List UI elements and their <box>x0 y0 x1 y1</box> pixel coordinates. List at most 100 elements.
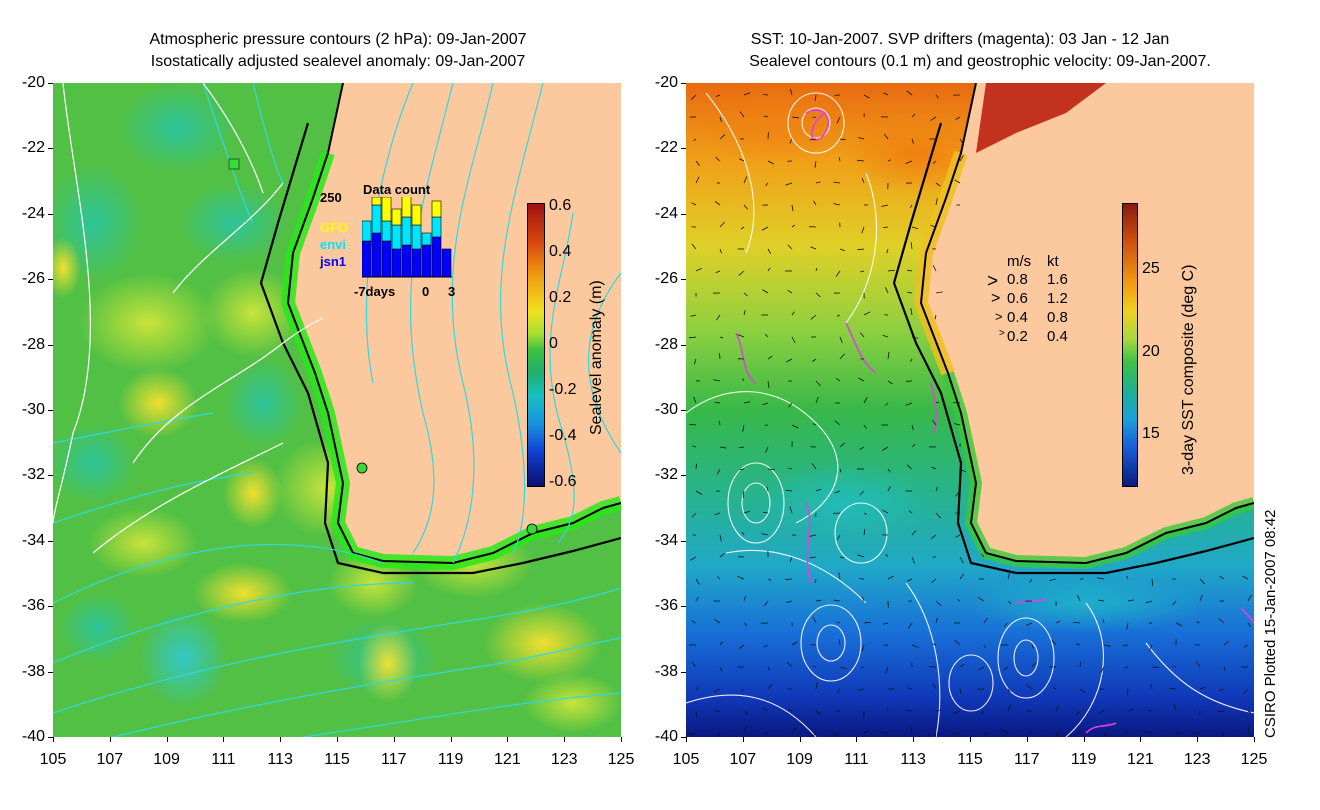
velocity-vector <box>883 92 889 96</box>
velocity-vector <box>905 160 913 164</box>
velocity-vector <box>1125 729 1129 734</box>
velocity-vector <box>785 182 793 186</box>
data-count-bar-jsn1 <box>421 244 432 278</box>
velocity-vector <box>1075 710 1081 716</box>
velocity-vector <box>761 226 769 231</box>
velocity-vector <box>863 621 871 624</box>
velocity-vector <box>863 730 869 734</box>
velocity-arrow-icon: > <box>991 290 1001 307</box>
velocity-vector <box>810 314 817 320</box>
velocity-vector <box>1126 575 1129 580</box>
right-lat-tick-mark <box>681 475 686 477</box>
right-lat-tick-label: -26 <box>654 270 678 288</box>
velocity-vector <box>743 595 747 602</box>
velocity-vector <box>1247 622 1252 628</box>
velocity-vector <box>905 709 913 712</box>
velocity-vector <box>983 617 988 624</box>
velocity-legend-ms-value: 0.2 <box>1007 328 1028 345</box>
velocity-vector <box>1026 684 1033 690</box>
velocity-vector <box>1123 666 1129 669</box>
velocity-vector <box>839 442 845 448</box>
velocity-vector <box>714 401 721 404</box>
velocity-vector <box>906 687 913 690</box>
velocity-vector <box>1127 708 1135 712</box>
data-count-bar-jsn1 <box>381 240 392 278</box>
velocity-vector <box>932 643 937 646</box>
velocity-vector <box>693 358 697 365</box>
right-colorbar-tick-label: 25 <box>1142 260 1160 277</box>
left-lon-tick-mark <box>280 737 282 742</box>
velocity-vector <box>689 424 697 426</box>
velocity-vector <box>738 270 745 276</box>
velocity-vector <box>1172 600 1177 606</box>
data-count-inset: Data count 250 GFO envi jsn1 -7days 0 3 <box>318 180 468 305</box>
velocity-vector <box>1098 710 1105 714</box>
right-sst-map[interactable] <box>686 83 1254 737</box>
left-lon-tick-mark <box>166 737 168 742</box>
velocity-vector <box>743 176 748 184</box>
right-coastal-warm-water <box>976 83 1106 153</box>
data-count-title: Data count <box>363 182 431 197</box>
right-lon-tick-label: 105 <box>672 751 700 768</box>
data-count-bar-envi <box>391 224 402 250</box>
velocity-vector <box>838 572 841 580</box>
velocity-vector <box>881 204 889 207</box>
velocity-vector <box>858 137 865 140</box>
velocity-vector <box>887 352 890 360</box>
right-lon-tick-label: 109 <box>786 751 813 768</box>
velocity-vector <box>715 94 721 97</box>
velocity-vector <box>812 116 817 118</box>
left-lon-tick-label: 109 <box>153 751 180 768</box>
velocity-vector <box>691 243 697 250</box>
velocity-vector <box>719 336 724 339</box>
right-lat-tick-label: -40 <box>654 728 678 745</box>
velocity-vector <box>767 666 771 672</box>
velocity-vector <box>765 182 769 187</box>
right-shelf-edge-contour <box>892 122 1254 575</box>
velocity-vector <box>767 380 770 388</box>
velocity-vector <box>719 534 722 542</box>
right-lon-tick-label: 107 <box>729 751 757 768</box>
velocity-vector <box>977 597 985 602</box>
right-lat-tick-label: -22 <box>654 139 678 157</box>
left-lon-tick-mark <box>337 737 338 742</box>
velocity-vector <box>1029 578 1033 583</box>
left-colorbar <box>527 203 545 487</box>
velocity-vector <box>910 358 913 362</box>
velocity-vector <box>838 157 841 162</box>
left-lat-tick-label: -20 <box>21 74 45 91</box>
right-lon-tick-mark <box>799 737 801 742</box>
velocity-vector <box>691 620 697 624</box>
data-count-bar-jsn1 <box>362 240 372 278</box>
velocity-vector <box>959 663 965 668</box>
velocity-vector <box>1149 644 1153 651</box>
velocity-vector <box>959 468 966 473</box>
left-lon-tick-mark <box>53 737 54 742</box>
velocity-vector <box>1079 688 1087 694</box>
velocity-vector <box>1242 575 1249 580</box>
velocity-vector <box>714 200 721 206</box>
left-lat-tick-mark <box>48 279 53 281</box>
velocity-vector <box>761 533 769 536</box>
velocity-vector <box>787 708 793 712</box>
velocity-vector <box>884 287 889 294</box>
velocity-vector <box>738 158 745 162</box>
velocity-vector <box>1247 710 1252 714</box>
left-lat-tick-label: -22 <box>21 139 45 157</box>
left-lon-tick-mark <box>621 737 622 742</box>
right-lat-tick-mark <box>681 279 686 281</box>
velocity-vector <box>742 490 745 498</box>
right-lon-tick-label: 125 <box>1240 751 1268 768</box>
velocity-vector <box>1173 704 1177 712</box>
left-lat-tick-mark <box>48 475 53 477</box>
velocity-vector <box>714 512 721 516</box>
right-colorbar-tick-label: 20 <box>1142 343 1160 360</box>
velocity-vector <box>935 617 938 624</box>
velocity-vector <box>881 732 889 734</box>
velocity-vector <box>911 530 917 536</box>
velocity-vector <box>934 314 937 320</box>
right-lon-tick-mark <box>1140 737 1142 742</box>
velocity-vector <box>930 224 937 228</box>
velocity-vector <box>836 116 841 124</box>
velocity-vector <box>1028 730 1033 734</box>
